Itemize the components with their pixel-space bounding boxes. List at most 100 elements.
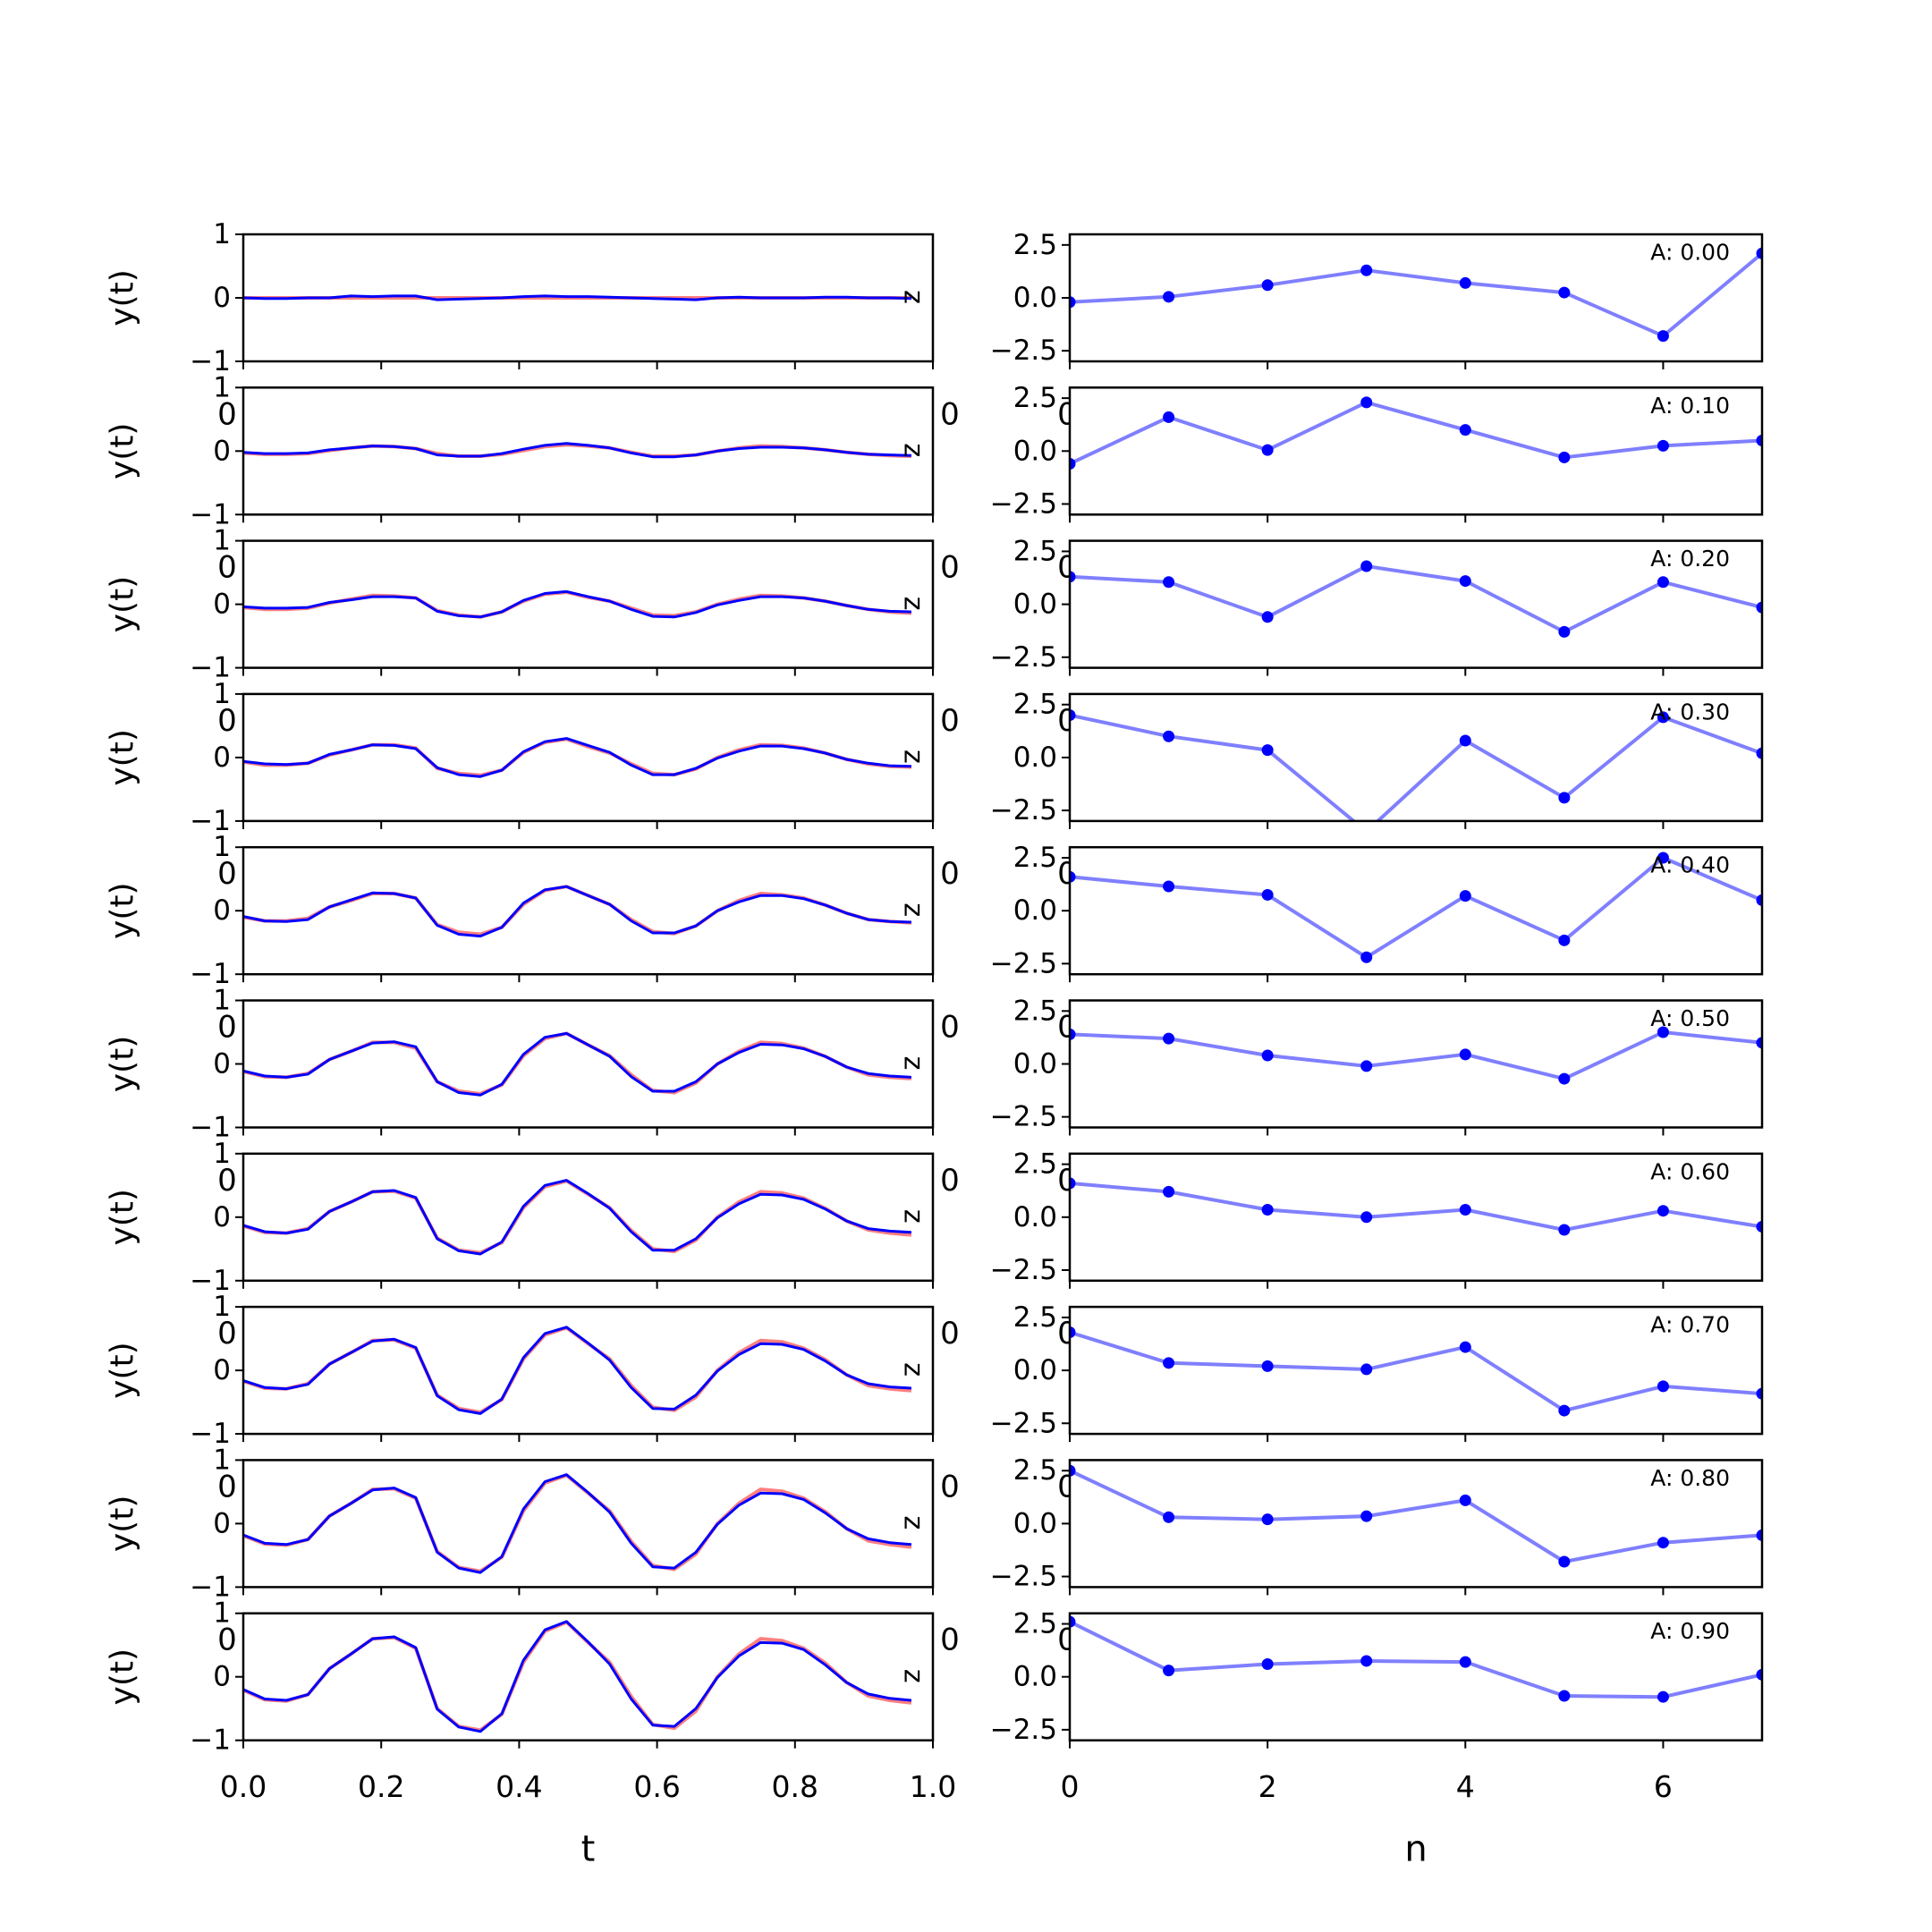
x-tick-label: 0.4 <box>496 1769 542 1804</box>
data-point <box>1459 1048 1471 1061</box>
left-panel-5-frame <box>242 845 935 976</box>
left-panel-9-plot <box>243 1473 912 1574</box>
left-panel-3-frame <box>242 539 935 669</box>
y-tick-label: 1 <box>213 1138 231 1170</box>
y-tick-label: −1 <box>190 345 231 377</box>
series-line <box>1070 1030 1762 1081</box>
data-point <box>1558 451 1571 463</box>
left-panel-3-plot <box>243 589 912 619</box>
series-line-blue <box>243 1473 912 1574</box>
y-axis-label: y(t) <box>105 1648 141 1706</box>
data-point <box>1459 424 1471 436</box>
data-point <box>1163 730 1175 742</box>
series-line-blue <box>243 1031 911 1097</box>
series-line-red <box>243 443 911 458</box>
data-point <box>1360 1510 1373 1522</box>
y-tick-label: 0 <box>213 282 231 314</box>
data-point <box>1657 1537 1669 1549</box>
amplitude-label: A: 0.60 <box>1650 1158 1730 1184</box>
right-panel-3-plot <box>1070 560 1762 638</box>
data-point <box>1657 439 1669 452</box>
overlapping-corner-zero: 0 <box>1057 396 1077 432</box>
y-tick-label: 2.5 <box>1013 535 1057 567</box>
y-tick-label: 2.5 <box>1013 1148 1057 1181</box>
series-line-red <box>243 1473 912 1573</box>
series-line <box>1070 251 1762 338</box>
series-line-red <box>243 1179 912 1255</box>
data-point <box>1657 1205 1669 1217</box>
left-panel-9-frame <box>242 1459 935 1589</box>
series-line-blue <box>243 1620 912 1733</box>
data-point <box>1459 575 1471 588</box>
data-point <box>1360 1060 1373 1072</box>
data-point <box>1360 951 1373 963</box>
y-tick-label: 1 <box>213 678 231 710</box>
y-tick-label: 2.5 <box>1013 382 1057 414</box>
overlapping-corner-zero: 0 <box>1057 1163 1077 1199</box>
y-tick-label: 0.0 <box>1013 589 1057 621</box>
data-point <box>1657 852 1669 864</box>
y-axis-label: y(t) <box>105 576 141 633</box>
data-point <box>1756 894 1762 906</box>
data-point <box>1756 1220 1762 1233</box>
right-panel-9-plot <box>1070 1464 1762 1568</box>
series-line-red <box>243 1031 912 1096</box>
edge-letter: z <box>898 1669 929 1683</box>
y-tick-label: −1 <box>190 805 231 837</box>
y-tick-label: −1 <box>190 652 231 684</box>
left-panel-5-plot <box>243 885 912 938</box>
overlapping-corner-zero: 0 <box>1057 703 1077 739</box>
data-point <box>1558 792 1571 804</box>
data-point <box>1459 890 1471 902</box>
amplitude-label: A: 0.40 <box>1650 852 1730 878</box>
y-tick-label: 2.5 <box>1013 1301 1057 1334</box>
overlapping-tick-zero: 0 <box>217 1010 237 1046</box>
data-point <box>1360 396 1373 409</box>
data-point <box>1558 934 1571 946</box>
x-tick-label: 0.0 <box>220 1769 267 1804</box>
data-point <box>1163 291 1175 303</box>
data-point <box>1558 625 1571 638</box>
data-point <box>1261 1204 1274 1216</box>
edge-letter: z <box>898 902 929 917</box>
x-axis-label: n <box>1404 1829 1427 1870</box>
data-point <box>1163 1665 1175 1677</box>
data-point <box>1756 1668 1762 1681</box>
overlapping-tick-zero: 0 <box>940 1163 960 1199</box>
left-panel-6-plot <box>243 1031 912 1097</box>
data-point <box>1261 1513 1274 1526</box>
y-tick-label: 0 <box>213 1201 231 1233</box>
y-axis-label: y(t) <box>105 1342 141 1399</box>
x-tick-label: 0.2 <box>358 1769 404 1804</box>
data-point <box>1261 1360 1274 1372</box>
y-tick-label: 2.5 <box>1013 229 1057 261</box>
data-point <box>1657 711 1669 724</box>
data-point <box>1756 1387 1762 1400</box>
left-panel-1-plot <box>243 294 911 301</box>
overlapping-tick-zero: 0 <box>940 1010 960 1046</box>
y-tick-label: −2.5 <box>990 1254 1057 1286</box>
y-tick-label: 2.5 <box>1013 1454 1057 1487</box>
edge-letter: z <box>898 597 929 611</box>
amplitude-label: A: 0.90 <box>1650 1618 1730 1644</box>
series-line <box>1070 1181 1762 1232</box>
series-line-blue <box>243 589 911 619</box>
y-tick-label: 0 <box>213 741 231 774</box>
data-point <box>1070 458 1076 470</box>
y-tick-label: −1 <box>190 498 231 530</box>
data-point <box>1261 1049 1274 1062</box>
data-point <box>1360 264 1373 276</box>
data-point <box>1558 1072 1571 1085</box>
series-line <box>1070 564 1762 634</box>
overlapping-tick-zero: 0 <box>217 856 237 892</box>
data-point <box>1756 747 1762 759</box>
series-line <box>1070 400 1762 466</box>
overlapping-tick-zero: 0 <box>217 550 237 586</box>
overlapping-corner-zero: 0 <box>1057 1469 1077 1504</box>
overlapping-corner-zero: 0 <box>1057 1623 1077 1658</box>
left-panel-8-frame <box>242 1305 935 1436</box>
left-panel-10-frame <box>242 1612 935 1741</box>
right-panel-2-plot <box>1070 396 1762 470</box>
y-tick-label: 1 <box>213 1291 231 1323</box>
y-tick-label: −2.5 <box>990 794 1057 826</box>
